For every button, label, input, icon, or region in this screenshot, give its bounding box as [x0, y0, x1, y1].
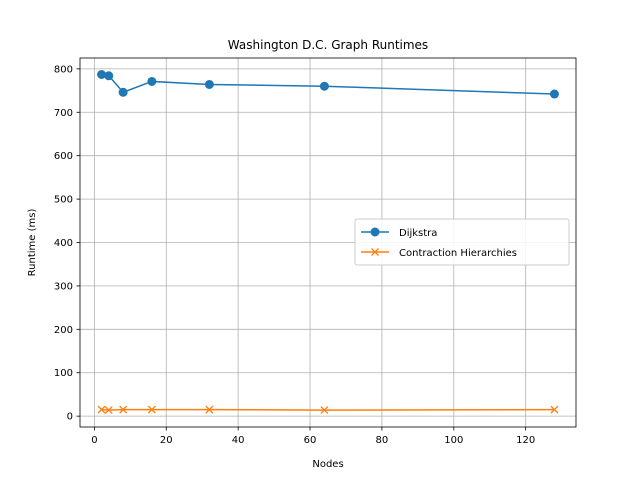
legend-label-contraction-hierarchies: Contraction Hierarchies	[399, 248, 517, 259]
data-point-dijkstra	[97, 69, 107, 79]
y-tick-label: 400	[54, 238, 73, 249]
y-tick-label: 500	[54, 195, 73, 206]
data-point-dijkstra	[204, 79, 214, 89]
series-contraction-hierarchies	[97, 405, 559, 415]
data-point-contraction-hierarchies	[104, 406, 113, 415]
y-tick-label: 600	[54, 151, 73, 162]
legend-box	[354, 218, 570, 266]
data-point-dijkstra	[104, 71, 114, 81]
legend: Dijkstra Contraction Hierarchies	[354, 218, 570, 266]
legend-label-dijkstra: Dijkstra	[399, 228, 437, 239]
data-point-contraction-hierarchies	[320, 406, 329, 415]
data-point-contraction-hierarchies	[205, 405, 214, 414]
y-tick-label: 800	[54, 64, 73, 75]
x-tick-label: 60	[304, 435, 317, 446]
series-dijkstra	[97, 69, 559, 99]
x-tick-label: 120	[516, 435, 535, 446]
y-axis: 0 100 200 300 400 500 600 700 800	[54, 64, 80, 423]
x-axis-label: Nodes	[312, 459, 343, 470]
data-point-dijkstra	[118, 87, 128, 97]
data-point-contraction-hierarchies	[550, 405, 559, 414]
series-layer	[97, 69, 559, 415]
data-point-contraction-hierarchies	[97, 405, 106, 414]
y-tick-label: 100	[54, 368, 73, 379]
y-tick-label: 0	[67, 412, 73, 423]
y-tick-label: 700	[54, 108, 73, 119]
x-tick-label: 100	[444, 435, 463, 446]
data-point-contraction-hierarchies	[119, 405, 128, 414]
x-axis: 0 20 40 60 80 100 120	[91, 427, 535, 446]
data-point-dijkstra	[319, 81, 329, 91]
y-tick-label: 300	[54, 281, 73, 292]
data-point-dijkstra	[549, 89, 559, 99]
x-tick-label: 40	[232, 435, 245, 446]
legend-marker-contraction-hierarchies	[371, 248, 379, 256]
y-axis-label: Runtime (ms)	[27, 209, 38, 277]
legend-marker-dijkstra	[370, 227, 380, 237]
grid	[80, 58, 576, 427]
data-point-dijkstra	[147, 76, 157, 86]
x-tick-label: 80	[376, 435, 389, 446]
chart-title: Washington D.C. Graph Runtimes	[228, 38, 428, 52]
data-point-contraction-hierarchies	[147, 405, 156, 414]
y-tick-label: 200	[54, 325, 73, 336]
x-tick-label: 20	[160, 435, 173, 446]
x-tick-label: 0	[91, 435, 97, 446]
